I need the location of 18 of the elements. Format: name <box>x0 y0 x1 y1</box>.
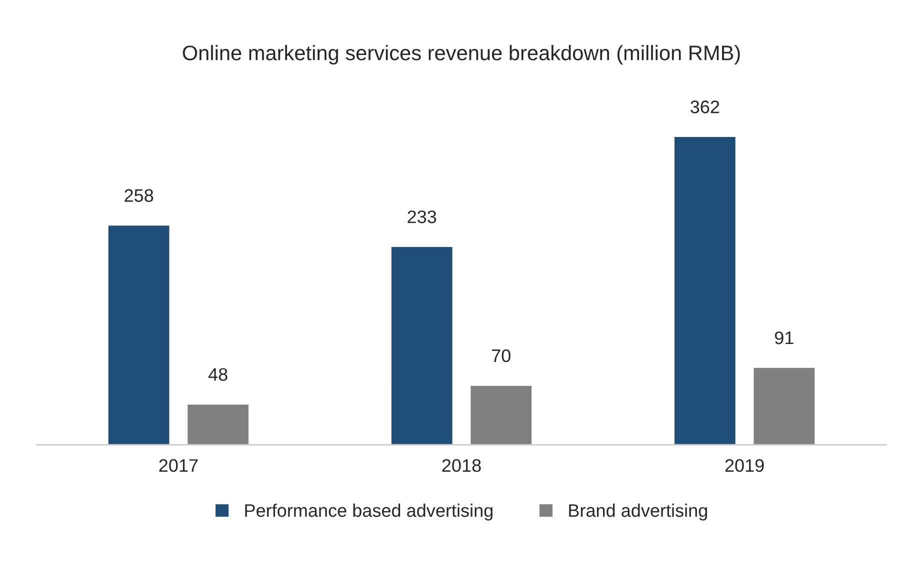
bar <box>106 224 171 445</box>
bar <box>673 136 737 445</box>
chart-title: Online marketing services revenue breakdown (million RMB) <box>182 45 740 64</box>
data-label: 70 <box>492 349 510 362</box>
data-label: 362 <box>690 100 720 114</box>
bar <box>752 366 816 445</box>
data-label: 91 <box>774 331 794 344</box>
bar <box>390 246 454 445</box>
x-tick-label: 2019 <box>725 459 764 472</box>
x-tick-label: 2018 <box>442 459 481 472</box>
data-label: 48 <box>208 368 228 381</box>
x-tick-label: 2017 <box>159 459 198 472</box>
bar <box>469 384 533 445</box>
bar <box>186 403 250 445</box>
data-label: 233 <box>408 210 436 224</box>
legend-label: Performance based advertising <box>245 504 492 521</box>
legend-label: Brand advertising <box>569 504 707 521</box>
data-label: 258 <box>124 189 154 202</box>
